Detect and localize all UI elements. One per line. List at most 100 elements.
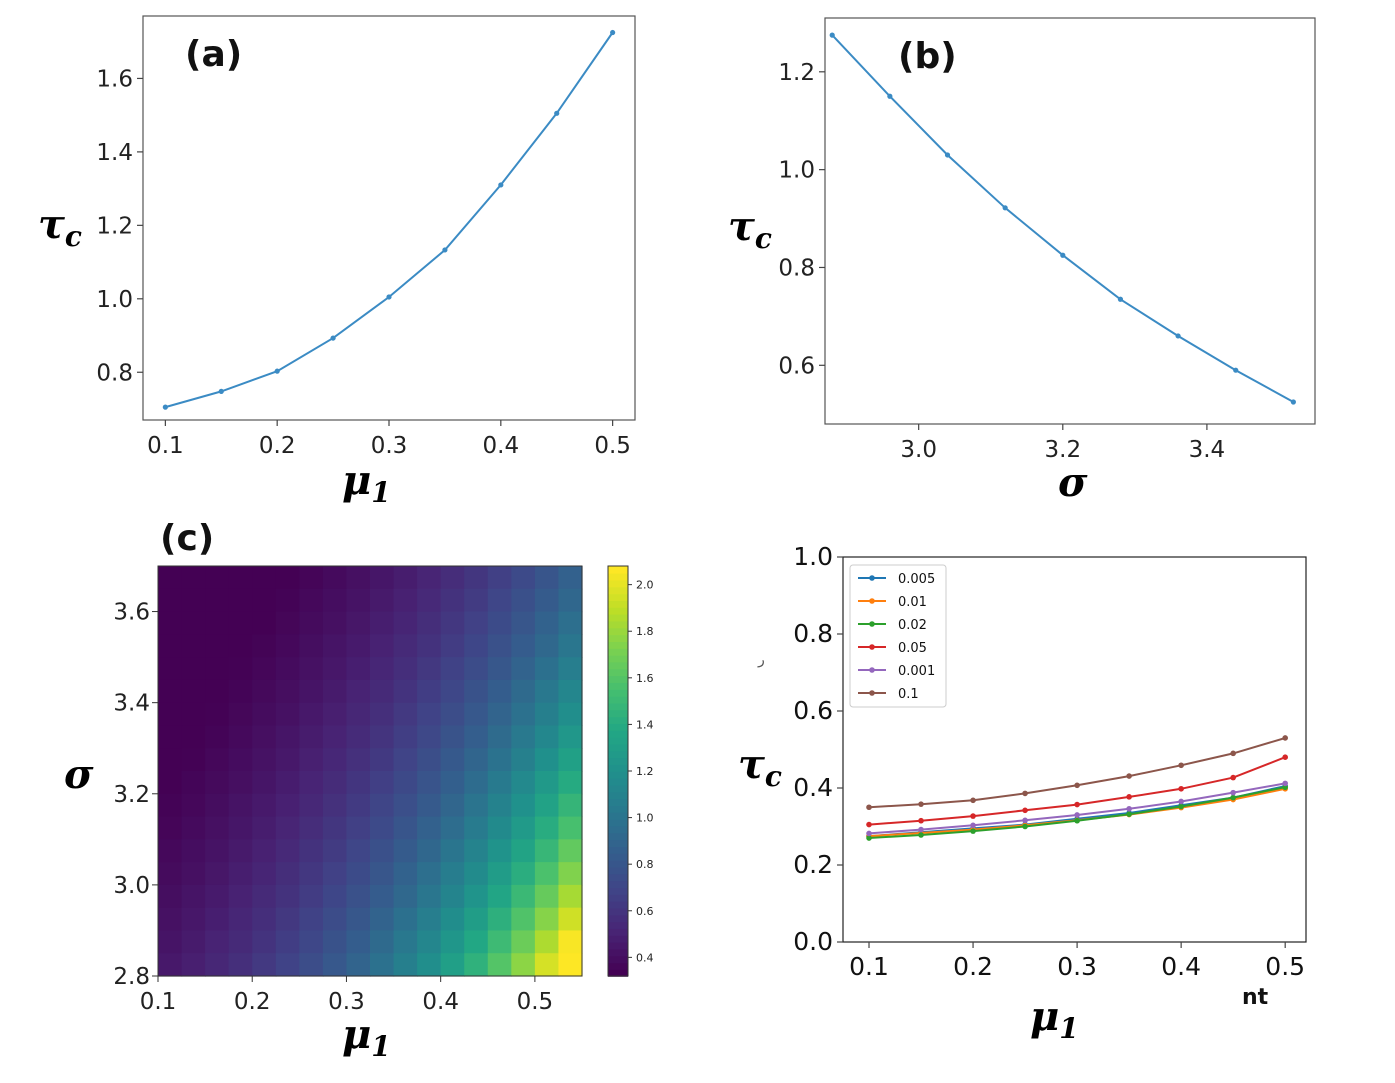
heatmap-cell: [393, 588, 418, 613]
heatmap-cell: [511, 748, 536, 772]
heatmap-cell: [299, 930, 324, 954]
heatmap-cell: [370, 816, 395, 840]
heatmap-cell: [511, 907, 536, 932]
heatmap-cell: [393, 679, 418, 704]
heatmap-cell: [393, 634, 418, 658]
heatmap-cell: [511, 884, 536, 909]
colorbar-segment: [608, 675, 628, 683]
colorbar-segment: [608, 846, 628, 854]
heatmap-cell: [322, 725, 348, 749]
heatmap-cell: [534, 702, 560, 727]
legend-marker-3: [869, 644, 875, 650]
heatmap-cell: [252, 816, 277, 840]
colorbar-segment: [608, 695, 628, 704]
legend-marker-1: [869, 598, 875, 604]
heatmap-cell: [370, 771, 395, 795]
heatmap-cell: [205, 702, 230, 727]
heatmap-cell: [370, 702, 395, 727]
heatmap-cell: [393, 907, 418, 932]
panel-a-frame: [142, 15, 636, 421]
heatmap-cell: [440, 611, 465, 635]
heatmap-cell: [417, 884, 442, 909]
data-point-5: [1117, 296, 1124, 302]
heatmap-cell: [205, 748, 230, 772]
heatmap-cell: [275, 634, 300, 658]
series-5-point-5: [1126, 773, 1132, 779]
heatmap-cell: [417, 679, 442, 704]
colorbar-segment: [608, 702, 628, 711]
heatmap-cell: [228, 725, 253, 749]
heatmap-cell: [464, 657, 489, 681]
colorbar-segment: [608, 716, 628, 724]
heatmap-cell: [346, 702, 371, 727]
colorbar-segment: [608, 661, 628, 670]
heatmap-cell: [205, 566, 230, 590]
x-tick-label-2: 0.3: [371, 433, 408, 459]
series-3-point-8: [1282, 754, 1288, 760]
y-tick-label-0: 0.8: [96, 360, 133, 386]
heatmap-cell: [417, 907, 442, 932]
series-2-point-2: [970, 828, 976, 834]
heatmap-cell: [205, 953, 230, 977]
heatmap-cell: [275, 816, 300, 840]
colorbar-segment: [608, 798, 628, 806]
heatmap-cell: [370, 566, 395, 590]
heatmap-cell: [299, 862, 324, 886]
heatmap-cell: [158, 634, 183, 658]
legend-marker-5: [869, 690, 875, 696]
panel-c-label: (c): [160, 518, 214, 559]
heatmap-cell: [417, 657, 442, 681]
colorbar-segment: [608, 593, 628, 601]
heatmap-cell: [370, 953, 395, 977]
heatmap-cell: [275, 657, 300, 681]
colorbar-segment: [608, 743, 628, 752]
heatmap-cell: [322, 839, 348, 863]
heatmap-cell: [346, 566, 371, 590]
series-3-point-1: [918, 817, 924, 824]
series-5-point-7: [1230, 750, 1236, 757]
series-3-point-7: [1230, 774, 1236, 781]
data-point-1: [887, 93, 893, 99]
heatmap-cell: [275, 862, 300, 886]
colorbar-segment: [608, 627, 628, 636]
heatmap-cell: [181, 884, 206, 909]
heatmap-cell: [346, 657, 371, 681]
panel-a-ylabel: τc: [38, 201, 82, 253]
colorbar-segment: [608, 805, 628, 813]
y-tick-label-1: 0.2: [793, 850, 833, 879]
heatmap-cell: [487, 611, 512, 635]
heatmap-cell: [346, 953, 371, 977]
heatmap-cell: [417, 839, 442, 863]
heatmap-cell: [393, 702, 418, 727]
data-point-8: [610, 29, 616, 36]
series-2-point-4: [1074, 817, 1080, 824]
heatmap-cell: [346, 907, 371, 932]
colorbar-segment: [608, 866, 628, 875]
heatmap-cell: [534, 725, 560, 749]
colorbar-segment: [608, 900, 628, 909]
heatmap-cell: [440, 702, 465, 727]
heatmap-cell: [299, 588, 324, 613]
heatmap-cell: [487, 953, 512, 977]
heatmap-cell: [558, 725, 583, 749]
legend-label-0: 0.005: [898, 572, 935, 587]
heatmap-cell: [228, 588, 253, 613]
heatmap-cell: [511, 702, 536, 727]
x-tick-label-1: 0.2: [953, 952, 993, 981]
heatmap-cell: [464, 930, 489, 954]
colorbar-segment: [608, 907, 628, 916]
heatmap-cell: [158, 862, 183, 886]
heatmap-cell: [487, 793, 512, 818]
heatmap-cell: [511, 588, 536, 613]
heatmap-cell: [252, 588, 277, 613]
panel-a-ticks: 0.1 0.2 0.3 0.4 0.5 0.8 1.0 1.2 1.4 1.6: [96, 66, 631, 459]
heatmap-cell: [346, 771, 371, 795]
heatmap-cell: [252, 725, 277, 749]
heatmap-cell: [275, 884, 300, 909]
heatmap-cell: [534, 588, 560, 613]
series-2-point-8: [1282, 784, 1288, 791]
heatmap-cell: [299, 839, 324, 863]
heatmap-cell: [252, 793, 277, 818]
heatmap-cell: [393, 884, 418, 909]
